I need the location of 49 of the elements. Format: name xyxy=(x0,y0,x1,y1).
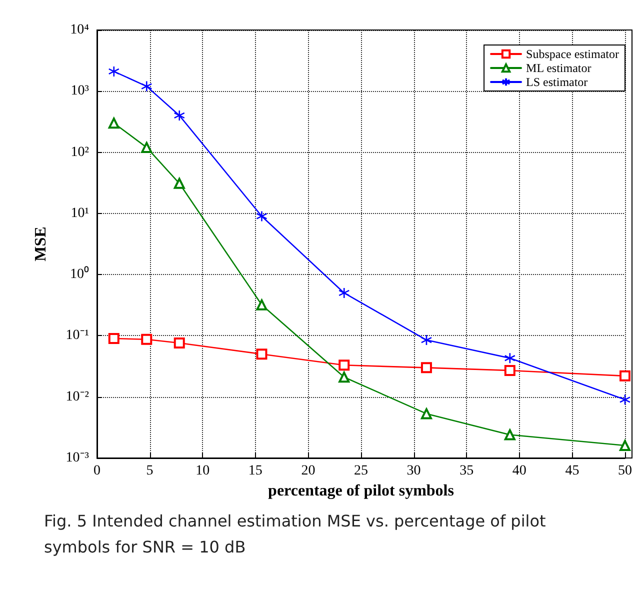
y-tick-label: 10² xyxy=(70,144,89,160)
y-tick-label: 10⁰ xyxy=(70,266,89,282)
point xyxy=(140,80,152,92)
point xyxy=(174,338,185,348)
point xyxy=(174,178,185,189)
y-tick-label: 10³ xyxy=(70,84,89,99)
x-tick-label: 50 xyxy=(618,464,632,478)
x-tick-label: 45 xyxy=(565,464,580,478)
x-tick-label: 25 xyxy=(354,464,368,478)
x-tick-label: 30 xyxy=(406,464,421,478)
point xyxy=(108,66,120,78)
point xyxy=(108,333,120,344)
point xyxy=(420,334,432,346)
x-tick-label: 40 xyxy=(512,464,526,478)
x-tick-label: 35 xyxy=(460,464,474,478)
x-tick-label: 15 xyxy=(248,464,262,478)
point xyxy=(619,394,631,406)
y-tick-label: 10⁻² xyxy=(66,389,89,404)
point xyxy=(141,142,152,153)
x-tick-label: 20 xyxy=(301,464,316,478)
x-tick-label: 10 xyxy=(196,464,210,478)
point xyxy=(620,440,630,452)
point xyxy=(620,370,630,382)
point xyxy=(338,372,350,383)
x-axis-title: percentage of pilot symbols xyxy=(268,482,454,500)
x-tick-label: 5 xyxy=(146,464,154,478)
legend-label: Subspace estimator xyxy=(526,47,620,61)
point xyxy=(338,287,350,299)
y-axis-title: MSE xyxy=(32,226,50,262)
point xyxy=(174,110,186,122)
y-tick-label: 10⁴ xyxy=(70,22,90,38)
legend-label: LS estimator xyxy=(526,75,588,89)
y-tick-label: 10⁻¹ xyxy=(66,328,89,344)
x-tick-label: 0 xyxy=(94,464,100,478)
point xyxy=(256,210,268,222)
point xyxy=(504,364,516,376)
point xyxy=(338,360,350,371)
point xyxy=(420,362,432,374)
point xyxy=(108,118,120,129)
y-tick-label: 10¹ xyxy=(70,206,89,221)
point xyxy=(256,348,268,360)
point xyxy=(256,299,268,310)
point xyxy=(141,334,152,345)
caption: Fig. 5 Intended channel estimation MSE vs. percentage of pilot symbols for SNR = 10 dB xyxy=(44,512,551,556)
point xyxy=(504,352,516,364)
point xyxy=(504,429,516,440)
point xyxy=(420,408,432,420)
legend-label: ML estimator xyxy=(526,61,592,75)
y-tick-label: 10⁻³ xyxy=(66,450,89,466)
